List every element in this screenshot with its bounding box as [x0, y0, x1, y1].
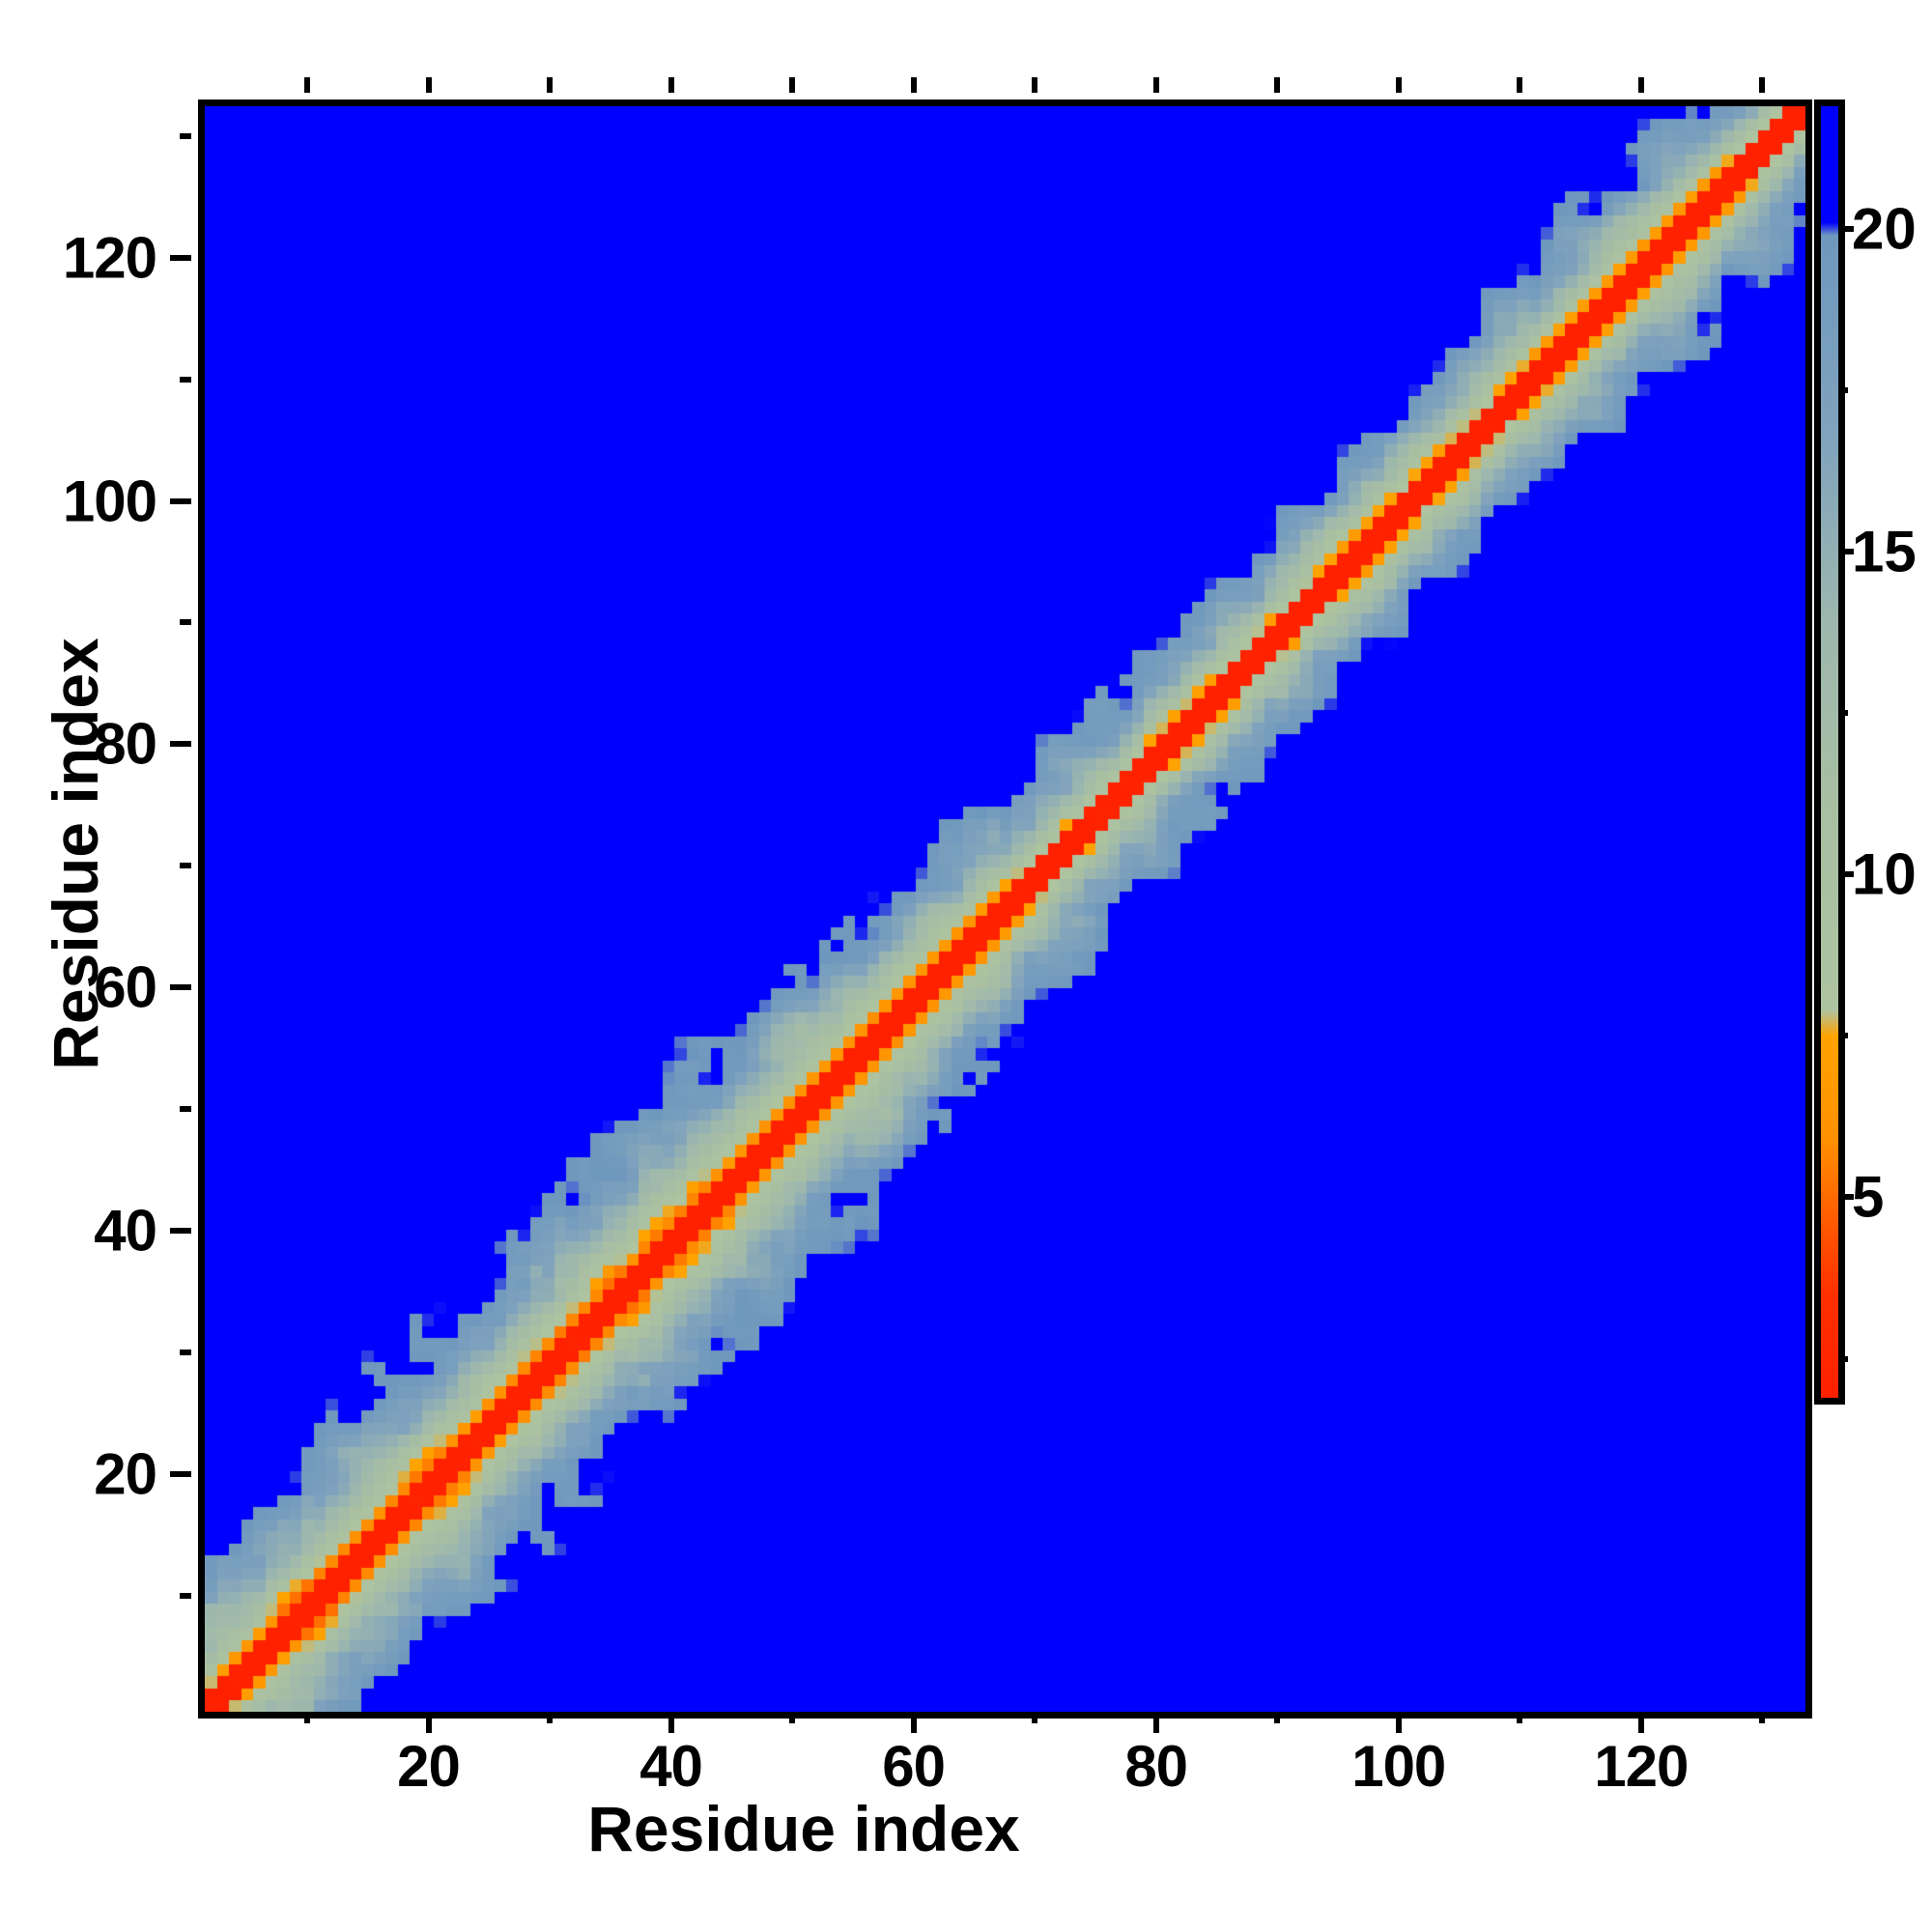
- x-minor-tick-70: [1032, 1712, 1038, 1723]
- x-minor-tick-30: [547, 1712, 554, 1723]
- x-top-tick-70: [1032, 77, 1038, 93]
- colorbar-minor-tick-7.5: [1838, 1033, 1848, 1039]
- colorbar-tick-10: [1838, 871, 1854, 878]
- y-axis-title: Residue index: [40, 638, 111, 1070]
- x-top-tick-50: [789, 77, 796, 93]
- colorbar-minor-tick-12.5: [1838, 710, 1848, 717]
- x-tick-40: [668, 1712, 674, 1733]
- x-minor-tick-90: [1274, 1712, 1281, 1723]
- x-top-tick-major-60: [910, 77, 917, 93]
- colorbar-gradient: [1821, 106, 1838, 1398]
- colorbar-tick-5: [1838, 1194, 1854, 1201]
- x-minor-tick-50: [789, 1712, 796, 1723]
- x-top-tick-major-100: [1395, 77, 1402, 93]
- x-tick-label-20: 20: [397, 1734, 461, 1799]
- x-tick-60: [910, 1712, 917, 1733]
- x-tick-label-120: 120: [1594, 1734, 1689, 1799]
- heatmap-plot-area: [198, 99, 1812, 1719]
- x-tick-20: [425, 1712, 432, 1733]
- x-top-tick-major-20: [425, 77, 432, 93]
- x-axis-title: Residue index: [587, 1793, 1020, 1864]
- y-tick-100: [170, 497, 191, 504]
- y-tick-120: [170, 254, 191, 261]
- y-minor-tick-10: [180, 1592, 191, 1599]
- colorbar-minor-tick-17.5: [1838, 386, 1848, 393]
- colorbar-label-15: 15: [1852, 519, 1917, 584]
- y-tick-label-120: 120: [62, 225, 157, 291]
- residue-distance-heatmap: [205, 106, 1805, 1712]
- colorbar-label-5: 5: [1852, 1164, 1885, 1230]
- colorbar-label-20: 20: [1852, 196, 1917, 262]
- colorbar: [1814, 99, 1845, 1405]
- y-tick-label-60: 60: [94, 954, 157, 1020]
- y-tick-label-20: 20: [94, 1441, 157, 1507]
- x-tick-label-80: 80: [1124, 1734, 1188, 1799]
- colorbar-minor-tick-2.5: [1838, 1355, 1848, 1362]
- x-top-tick-major-80: [1152, 77, 1159, 93]
- y-tick-20: [170, 1470, 191, 1477]
- x-minor-tick-110: [1517, 1712, 1523, 1723]
- y-tick-label-100: 100: [62, 469, 157, 533]
- x-top-tick-110: [1517, 77, 1523, 93]
- y-tick-40: [170, 1227, 191, 1234]
- x-tick-label-60: 60: [882, 1734, 946, 1799]
- x-top-tick-130: [1759, 77, 1766, 93]
- x-top-tick-10: [303, 77, 310, 93]
- x-tick-label-100: 100: [1351, 1734, 1446, 1799]
- colorbar-tick-20: [1838, 225, 1854, 232]
- y-minor-tick-30: [180, 1349, 191, 1355]
- colorbar-label-10: 10: [1852, 841, 1917, 907]
- x-top-tick-major-120: [1637, 77, 1644, 93]
- y-minor-tick-130: [180, 132, 191, 139]
- y-minor-tick-50: [180, 1106, 191, 1113]
- x-top-tick-major-40: [668, 77, 674, 93]
- x-top-tick-30: [547, 77, 554, 93]
- x-tick-120: [1637, 1712, 1644, 1733]
- y-tick-80: [170, 741, 191, 748]
- colorbar-tick-15: [1838, 548, 1854, 554]
- x-tick-label-40: 40: [639, 1734, 703, 1799]
- x-minor-tick-130: [1759, 1712, 1766, 1723]
- x-top-tick-90: [1274, 77, 1281, 93]
- y-tick-60: [170, 984, 191, 991]
- y-tick-label-40: 40: [94, 1198, 157, 1264]
- x-minor-tick-10: [303, 1712, 310, 1723]
- x-tick-80: [1152, 1712, 1159, 1733]
- y-tick-label-80: 80: [94, 711, 157, 777]
- y-minor-tick-70: [180, 863, 191, 869]
- y-minor-tick-110: [180, 376, 191, 383]
- y-minor-tick-90: [180, 619, 191, 626]
- x-tick-100: [1395, 1712, 1402, 1733]
